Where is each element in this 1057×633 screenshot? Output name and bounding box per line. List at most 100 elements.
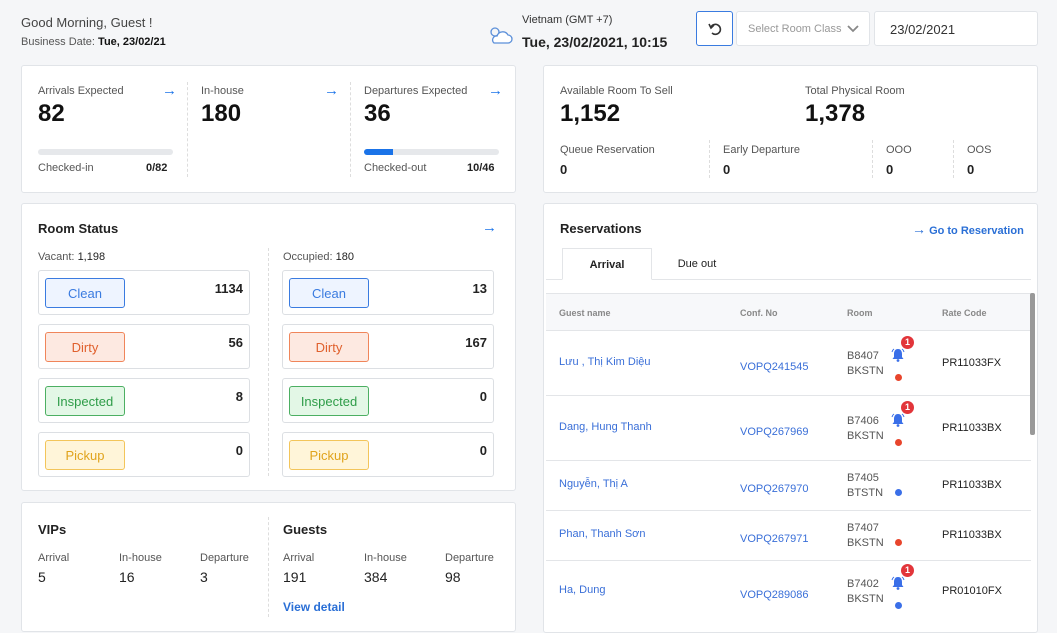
guest-name[interactable]: Ha, Dung bbox=[559, 584, 606, 596]
conf-no[interactable]: VOPQ289086 bbox=[740, 589, 809, 601]
checked-out-progress bbox=[364, 149, 499, 155]
guest-arrival-value: 191 bbox=[283, 569, 307, 585]
pickup-count: 0 bbox=[235, 443, 243, 458]
rate-code: PR11033BX bbox=[942, 529, 1002, 541]
room-number: B7405 bbox=[847, 472, 879, 484]
tab-arrival[interactable]: Arrival bbox=[562, 248, 652, 280]
col-rate-code: Rate Code bbox=[942, 308, 987, 318]
conf-no[interactable]: VOPQ267970 bbox=[740, 483, 809, 495]
room-status-dot bbox=[895, 438, 902, 446]
room-number: B7402 bbox=[847, 578, 879, 590]
notification-badge: 1 bbox=[901, 335, 914, 349]
pickup-status-pill: Pickup bbox=[45, 440, 125, 470]
checked-in-value: 0/82 bbox=[146, 162, 168, 174]
business-date-label: Business Date: bbox=[21, 36, 95, 48]
notification-badge: 1 bbox=[901, 400, 914, 414]
vacant-pickup-cell[interactable]: Pickup 0 bbox=[38, 432, 250, 477]
arrivals-card: Arrivals Expected → 82 Checked-in 0/82 I… bbox=[21, 65, 516, 193]
inspected-count: 8 bbox=[235, 389, 243, 404]
room-number: B8407 bbox=[847, 349, 879, 362]
vacant-label: Vacant: bbox=[38, 251, 75, 263]
refresh-button[interactable] bbox=[696, 11, 733, 46]
arrow-right-icon: → bbox=[912, 221, 926, 237]
occupied-clean-cell[interactable]: Clean 13 bbox=[282, 270, 494, 315]
room-status-dot bbox=[895, 539, 902, 546]
ooo-value: 0 bbox=[886, 162, 894, 177]
checked-in-progress bbox=[38, 149, 173, 155]
vip-inhouse-value: 16 bbox=[119, 569, 135, 585]
rate-code: PR11033BX bbox=[942, 479, 1002, 491]
room-status-card: Room Status → Vacant: 1,198 Occupied: 18… bbox=[21, 203, 516, 491]
table-row[interactable]: Phan, Thanh Sơn VOPQ267971 B7407 BKSTN P… bbox=[546, 510, 1031, 560]
business-date: Business Date: Tue, 23/02/21 bbox=[21, 36, 166, 48]
inspected-status-pill: Inspected bbox=[45, 386, 125, 416]
weather-icon bbox=[490, 27, 513, 44]
inhouse-arrow-icon[interactable]: → bbox=[324, 82, 339, 99]
room-class-placeholder: Select Room Class bbox=[748, 23, 842, 35]
vacant-inspected-cell[interactable]: Inspected 8 bbox=[38, 378, 250, 423]
chevron-down-icon bbox=[847, 25, 859, 33]
view-detail-link[interactable]: View detail bbox=[283, 600, 345, 614]
rate-code: PR11033BX bbox=[942, 421, 1002, 434]
occupied-value: 180 bbox=[335, 251, 354, 263]
user-name: Guest ! bbox=[110, 15, 153, 30]
notification-badge: 1 bbox=[901, 564, 914, 577]
room-status-dot bbox=[895, 489, 902, 496]
col-room: Room bbox=[847, 308, 873, 318]
table-row[interactable]: Lưu , Thị Kim Diệu VOPQ241545 B8407 BKST… bbox=[546, 330, 1031, 395]
date-input[interactable]: 23/02/2021 bbox=[874, 11, 1038, 46]
guests-title: Guests bbox=[283, 522, 328, 537]
vip-inhouse-label: In-house bbox=[119, 552, 162, 564]
oos-label: OOS bbox=[967, 144, 992, 156]
inspected-count: 0 bbox=[479, 389, 487, 404]
inhouse-label: In-house bbox=[201, 85, 244, 97]
conf-no[interactable]: VOPQ267971 bbox=[740, 533, 809, 545]
reservations-card: Reservations → Go to Reservation Arrival… bbox=[543, 203, 1038, 633]
pickup-status-pill: Pickup bbox=[289, 440, 369, 470]
vacant-clean-cell[interactable]: Clean 1134 bbox=[38, 270, 250, 315]
clean-count: 13 bbox=[472, 281, 487, 296]
vacant-dirty-cell[interactable]: Dirty 56 bbox=[38, 324, 250, 369]
guest-name[interactable]: Nguyễn, Thị A bbox=[559, 478, 628, 490]
clean-count: 1134 bbox=[214, 281, 243, 296]
arrivals-arrow-icon[interactable]: → bbox=[162, 82, 177, 99]
occupied-dirty-cell[interactable]: Dirty 167 bbox=[282, 324, 494, 369]
occupied-pickup-cell[interactable]: Pickup 0 bbox=[282, 432, 494, 477]
guest-inhouse-label: In-house bbox=[364, 552, 407, 564]
col-conf-no: Conf. No bbox=[740, 308, 778, 318]
dirty-count: 167 bbox=[465, 335, 487, 350]
guest-name[interactable]: Phan, Thanh Sơn bbox=[559, 528, 646, 540]
scrollbar[interactable] bbox=[1030, 293, 1035, 435]
vip-departure-label: Departure bbox=[200, 552, 249, 564]
departures-arrow-icon[interactable]: → bbox=[488, 82, 503, 99]
room-type: BTSTN bbox=[847, 487, 884, 499]
table-row[interactable]: Dang, Hung Thanh VOPQ267969 B7406 BKSTN … bbox=[546, 395, 1031, 460]
room-class-select[interactable]: Select Room Class bbox=[736, 11, 870, 46]
room-status-arrow-icon[interactable]: → bbox=[482, 219, 497, 236]
conf-no[interactable]: VOPQ241545 bbox=[740, 360, 809, 373]
rooms-card: Available Room To Sell 1,152 Total Physi… bbox=[543, 65, 1038, 193]
current-datetime: Tue, 23/02/2021, 10:15 bbox=[522, 34, 668, 50]
table-header: Guest name Conf. No Room Rate Code bbox=[546, 293, 1031, 330]
col-guest-name: Guest name bbox=[559, 308, 611, 318]
guest-name[interactable]: Dang, Hung Thanh bbox=[559, 420, 652, 433]
occupied-inspected-cell[interactable]: Inspected 0 bbox=[282, 378, 494, 423]
table-row[interactable]: Nguyễn, Thị A VOPQ267970 B7405 BTSTN PR1… bbox=[546, 460, 1031, 510]
table-row[interactable]: Ha, Dung VOPQ289086 B7402 BKSTN 1 PR0101… bbox=[546, 560, 1031, 622]
bell-icon[interactable] bbox=[891, 413, 905, 427]
room-number: B7406 bbox=[847, 414, 879, 427]
guest-departure-label: Departure bbox=[445, 552, 494, 564]
tab-due-out[interactable]: Due out bbox=[677, 258, 717, 270]
greeting: Good Morning, Guest ! bbox=[21, 15, 153, 30]
business-date-value: Tue, 23/02/21 bbox=[98, 36, 166, 48]
room-type: BKSTN bbox=[847, 537, 884, 549]
conf-no[interactable]: VOPQ267969 bbox=[740, 425, 809, 438]
guest-name[interactable]: Lưu , Thị Kim Diệu bbox=[559, 355, 651, 368]
queue-label: Queue Reservation bbox=[560, 144, 655, 156]
go-to-reservation-link[interactable]: → Go to Reservation bbox=[912, 221, 1024, 237]
rate-code: PR11033FX bbox=[942, 356, 1002, 369]
room-status-title: Room Status bbox=[38, 221, 119, 236]
bell-icon[interactable] bbox=[891, 576, 905, 590]
bell-icon[interactable] bbox=[891, 348, 905, 362]
checked-out-label: Checked-out bbox=[364, 162, 427, 174]
